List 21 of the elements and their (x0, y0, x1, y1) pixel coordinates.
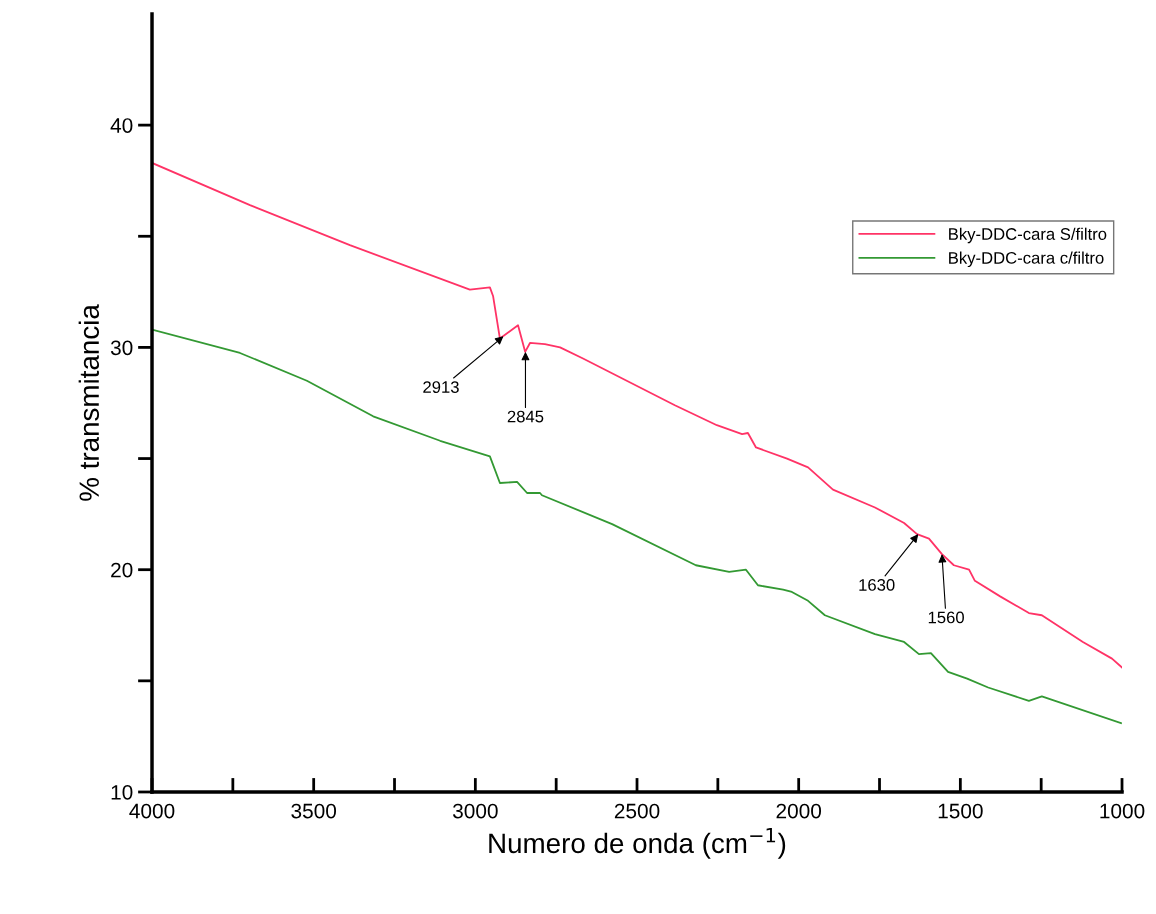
x-tick-label: 3500 (291, 803, 337, 819)
y-tick-label: 20 (111, 562, 133, 578)
y-tick-label: 30 (110, 340, 133, 356)
y-tick-label: 10 (111, 784, 133, 800)
x-tick-label: 3000 (452, 803, 498, 819)
x-tick-label: 2000 (776, 803, 822, 819)
x-tick-label: 1000 (1100, 803, 1145, 819)
x-axis-title: Numero de onda (cm$^{−1}$) (489, 828, 786, 859)
legend-label: Bky-DDC-cara S/filtro (949, 227, 1107, 244)
x-tick-label: 1500 (938, 803, 983, 819)
legend-label: Bky-DDC-cara c/filtro (949, 251, 1104, 268)
annotation: 1630 (859, 579, 895, 591)
line-series (152, 162, 1123, 669)
annotation: 2845 (507, 410, 544, 423)
y-axis-title: % transmitancia (78, 304, 100, 501)
x-tick-label: 4000 (129, 803, 175, 819)
line-series (152, 328, 1122, 724)
y-tick-label: 40 (110, 118, 133, 133)
annotation: 2913 (423, 381, 459, 393)
annotation: 1560 (928, 611, 964, 624)
x-tick-label: 2500 (614, 803, 660, 819)
